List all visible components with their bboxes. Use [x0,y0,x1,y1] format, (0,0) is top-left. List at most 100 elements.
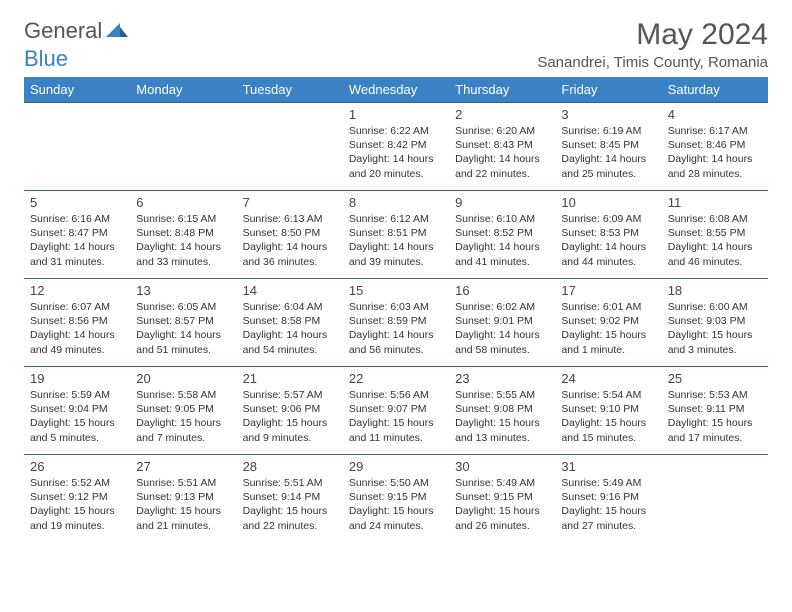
logo-triangle-icon [106,21,128,42]
calendar-cell: 20 Sunrise: 5:58 AMSunset: 9:05 PMDayligh… [130,367,236,455]
day-number: 23 [455,371,549,386]
day-info: Sunrise: 6:00 AMSunset: 9:03 PMDaylight:… [668,300,762,357]
calendar-cell: 13 Sunrise: 6:05 AMSunset: 8:57 PMDayligh… [130,279,236,367]
day-number: 22 [349,371,443,386]
calendar-row: 26 Sunrise: 5:52 AMSunset: 9:12 PMDayligh… [24,455,768,543]
day-info: Sunrise: 6:02 AMSunset: 9:01 PMDaylight:… [455,300,549,357]
day-info: Sunrise: 5:49 AMSunset: 9:15 PMDaylight:… [455,476,549,533]
day-number: 31 [561,459,655,474]
day-number: 10 [561,195,655,210]
day-info: Sunrise: 5:53 AMSunset: 9:11 PMDaylight:… [668,388,762,445]
day-number: 20 [136,371,230,386]
logo: General [24,18,130,44]
calendar-cell: 27Sunrise: 5:51 AMSunset: 9:13 PMDayligh… [130,455,236,543]
day-info: Sunrise: 5:51 AMSunset: 9:14 PMDaylight:… [243,476,337,533]
calendar-cell: 22 Sunrise: 5:56 AMSunset: 9:07 PMDayligh… [343,367,449,455]
day-number: 17 [561,283,655,298]
calendar-cell: 18Sunrise: 6:00 AMSunset: 9:03 PMDayligh… [662,279,768,367]
day-number: 5 [30,195,124,210]
calendar-cell: 9 Sunrise: 6:10 AMSunset: 8:52 PMDaylight… [449,191,555,279]
day-number: 26 [30,459,124,474]
day-number: 1 [349,107,443,122]
header: General May 2024 Sanandrei, Timis County… [24,18,768,71]
calendar-cell [24,103,130,191]
calendar-row: 19Sunrise: 5:59 AMSunset: 9:04 PMDayligh… [24,367,768,455]
day-info: Sunrise: 6:15 AMSunset: 8:48 PMDaylight:… [136,212,230,269]
logo-blue-wrap: Blue [24,46,68,72]
day-number: 3 [561,107,655,122]
day-info: Sunrise: 6:03 AMSunset: 8:59 PMDaylight:… [349,300,443,357]
day-number: 13 [136,283,230,298]
location-text: Sanandrei, Timis County, Romania [537,54,768,71]
calendar-cell: 23 Sunrise: 5:55 AMSunset: 9:08 PMDayligh… [449,367,555,455]
calendar-cell: 30 Sunrise: 5:49 AMSunset: 9:15 PMDayligh… [449,455,555,543]
calendar-cell: 7 Sunrise: 6:13 AMSunset: 8:50 PMDaylight… [237,191,343,279]
day-header: Wednesday [343,77,449,103]
day-info: Sunrise: 5:52 AMSunset: 9:12 PMDaylight:… [30,476,124,533]
calendar-cell: 19Sunrise: 5:59 AMSunset: 9:04 PMDayligh… [24,367,130,455]
calendar-cell: 6 Sunrise: 6:15 AMSunset: 8:48 PMDaylight… [130,191,236,279]
day-info: Sunrise: 6:12 AMSunset: 8:51 PMDaylight:… [349,212,443,269]
day-info: Sunrise: 6:20 AMSunset: 8:43 PMDaylight:… [455,124,549,181]
day-number: 16 [455,283,549,298]
calendar-cell [130,103,236,191]
calendar-cell: 15Sunrise: 6:03 AMSunset: 8:59 PMDayligh… [343,279,449,367]
day-number: 25 [668,371,762,386]
calendar-cell: 3 Sunrise: 6:19 AMSunset: 8:45 PMDaylight… [555,103,661,191]
day-number: 8 [349,195,443,210]
calendar-cell: 14Sunrise: 6:04 AMSunset: 8:58 PMDayligh… [237,279,343,367]
day-info: Sunrise: 6:08 AMSunset: 8:55 PMDaylight:… [668,212,762,269]
day-number: 11 [668,195,762,210]
day-header: Thursday [449,77,555,103]
calendar-cell [662,455,768,543]
day-header: Saturday [662,77,768,103]
day-info: Sunrise: 6:13 AMSunset: 8:50 PMDaylight:… [243,212,337,269]
day-info: Sunrise: 6:10 AMSunset: 8:52 PMDaylight:… [455,212,549,269]
day-number: 4 [668,107,762,122]
day-info: Sunrise: 6:01 AMSunset: 9:02 PMDaylight:… [561,300,655,357]
calendar-row: 12Sunrise: 6:07 AMSunset: 8:56 PMDayligh… [24,279,768,367]
day-info: Sunrise: 5:56 AMSunset: 9:07 PMDaylight:… [349,388,443,445]
calendar-body: 1Sunrise: 6:22 AMSunset: 8:42 PMDaylight… [24,103,768,543]
day-number: 7 [243,195,337,210]
day-number: 9 [455,195,549,210]
day-number: 29 [349,459,443,474]
calendar-cell: 17 Sunrise: 6:01 AMSunset: 9:02 PMDayligh… [555,279,661,367]
day-info: Sunrise: 6:09 AMSunset: 8:53 PMDaylight:… [561,212,655,269]
day-info: Sunrise: 5:55 AMSunset: 9:08 PMDaylight:… [455,388,549,445]
day-info: Sunrise: 5:49 AMSunset: 9:16 PMDaylight:… [561,476,655,533]
day-info: Sunrise: 6:19 AMSunset: 8:45 PMDaylight:… [561,124,655,181]
day-info: Sunrise: 5:51 AMSunset: 9:13 PMDaylight:… [136,476,230,533]
calendar-cell: 24Sunrise: 5:54 AMSunset: 9:10 PMDayligh… [555,367,661,455]
day-info: Sunrise: 6:05 AMSunset: 8:57 PMDaylight:… [136,300,230,357]
day-number: 30 [455,459,549,474]
day-header: Tuesday [237,77,343,103]
day-header: Monday [130,77,236,103]
logo-text-general: General [24,18,102,44]
day-info: Sunrise: 6:07 AMSunset: 8:56 PMDaylight:… [30,300,124,357]
calendar-cell: 12Sunrise: 6:07 AMSunset: 8:56 PMDayligh… [24,279,130,367]
calendar-cell: 31 Sunrise: 5:49 AMSunset: 9:16 PMDayligh… [555,455,661,543]
day-header: Sunday [24,77,130,103]
day-info: Sunrise: 5:50 AMSunset: 9:15 PMDaylight:… [349,476,443,533]
day-number: 6 [136,195,230,210]
title-block: May 2024 Sanandrei, Timis County, Romani… [537,18,768,71]
day-number: 14 [243,283,337,298]
day-info: Sunrise: 5:59 AMSunset: 9:04 PMDaylight:… [30,388,124,445]
day-number: 2 [455,107,549,122]
calendar-cell: 10 Sunrise: 6:09 AMSunset: 8:53 PMDayligh… [555,191,661,279]
calendar-cell: 26 Sunrise: 5:52 AMSunset: 9:12 PMDayligh… [24,455,130,543]
day-info: Sunrise: 5:57 AMSunset: 9:06 PMDaylight:… [243,388,337,445]
day-info: Sunrise: 6:16 AMSunset: 8:47 PMDaylight:… [30,212,124,269]
calendar-cell: 25 Sunrise: 5:53 AMSunset: 9:11 PMDayligh… [662,367,768,455]
calendar-cell: 16 Sunrise: 6:02 AMSunset: 9:01 PMDayligh… [449,279,555,367]
calendar-cell: 29 Sunrise: 5:50 AMSunset: 9:15 PMDayligh… [343,455,449,543]
day-header-row: Sunday Monday Tuesday Wednesday Thursday… [24,77,768,103]
calendar-cell: 2 Sunrise: 6:20 AMSunset: 8:43 PMDaylight… [449,103,555,191]
calendar-cell: 5 Sunrise: 6:16 AMSunset: 8:47 PMDaylight… [24,191,130,279]
day-number: 24 [561,371,655,386]
calendar-row: 1Sunrise: 6:22 AMSunset: 8:42 PMDaylight… [24,103,768,191]
calendar-cell: 1Sunrise: 6:22 AMSunset: 8:42 PMDaylight… [343,103,449,191]
calendar-cell: 28Sunrise: 5:51 AMSunset: 9:14 PMDayligh… [237,455,343,543]
day-info: Sunrise: 5:58 AMSunset: 9:05 PMDaylight:… [136,388,230,445]
